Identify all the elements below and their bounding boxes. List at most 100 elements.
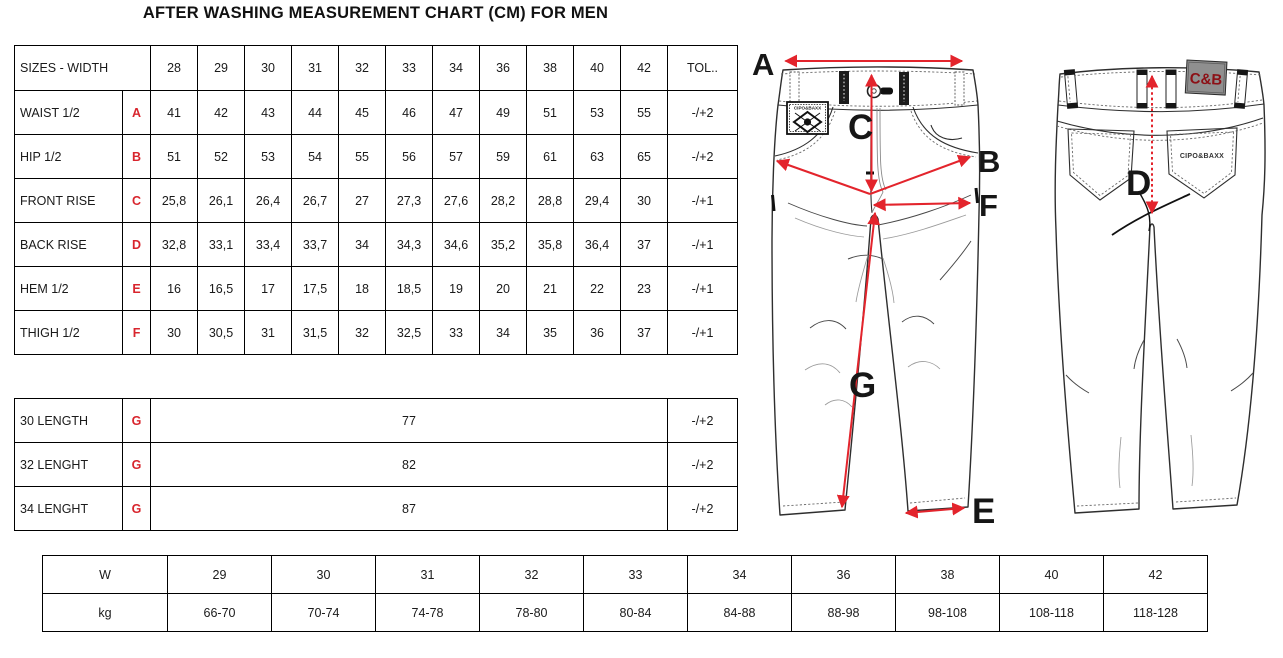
- size-col-header: 31: [291, 45, 340, 91]
- tolerance-cell: -/+2: [667, 398, 738, 443]
- measure-code-letter: F: [121, 310, 152, 355]
- measure-row-label: THIGH 1/2: [14, 310, 123, 355]
- measure-row-label: FRONT RISE: [14, 178, 123, 223]
- measure-value-cell: 18,5: [385, 266, 434, 311]
- measure-value-cell: 16: [150, 266, 199, 311]
- measure-row-label: HIP 1/2: [14, 134, 123, 179]
- weight-value-cell: 32: [479, 555, 584, 594]
- measure-value-cell: 18: [338, 266, 387, 311]
- measure-arrow-g: [836, 211, 881, 509]
- length-row-label: 32 LENGHT: [14, 442, 123, 487]
- measure-value-cell: 63: [573, 134, 622, 179]
- tolerance-cell: -/+1: [667, 178, 739, 223]
- weight-value-cell: 29: [167, 555, 272, 594]
- weight-value-cell: 88-98: [791, 593, 896, 632]
- measure-value-cell: 31,5: [291, 310, 340, 355]
- measure-value-cell: 42: [197, 90, 246, 135]
- size-col-header: 30: [244, 45, 293, 91]
- tolerance-cell: -/+2: [667, 486, 738, 531]
- measure-value-cell: 28,8: [526, 178, 575, 223]
- size-col-header: 29: [197, 45, 246, 91]
- measure-value-cell: 22: [573, 266, 622, 311]
- side-seam-bartacks: [771, 187, 979, 212]
- weight-value-cell: 38: [895, 555, 1000, 594]
- weight-value-cell: 40: [999, 555, 1104, 594]
- weight-table-row: kg 66-70 70-74 74-78 78-80 80-84 84-88 88-98 98-…: [42, 593, 1208, 632]
- weight-value-cell: 78-80: [479, 593, 584, 632]
- size-table-header-row: SIZES - WIDTH 28 29 30 31 32 33 34 36 38 40 42 TOL..: [13, 45, 739, 91]
- measure-value-cell: 35,2: [479, 222, 528, 267]
- measure-value-cell: 37: [620, 222, 669, 267]
- size-col-header: 38: [526, 45, 575, 91]
- measure-arrow-b-right: [869, 154, 972, 195]
- measure-value-cell: 30: [150, 310, 199, 355]
- measure-value-cell: 32: [338, 310, 387, 355]
- weight-value-cell: 70-74: [271, 593, 376, 632]
- size-table-row: BACK RISE D 32,8 33,1 33,4 33,7 34 34,3 34,6 35,2…: [14, 222, 739, 267]
- measure-value-cell: 33,1: [197, 222, 246, 267]
- measure-value-cell: 27: [338, 178, 387, 223]
- measure-value-cell: 26,7: [291, 178, 340, 223]
- measure-row-label: BACK RISE: [14, 222, 123, 267]
- measure-value-cell: 20: [479, 266, 528, 311]
- size-table-row: HEM 1/2 E 16 16,5 17 17,5 18 18,5 19 20 21 22 23 -/+1: [14, 266, 739, 311]
- weight-value-cell: 108-118: [999, 593, 1104, 632]
- tolerance-cell: -/+1: [667, 222, 739, 267]
- weight-row-label: kg: [42, 593, 168, 632]
- weight-value-cell: 84-88: [687, 593, 792, 632]
- measure-code-letter: B: [121, 134, 152, 179]
- measure-value-cell: 34: [479, 310, 528, 355]
- front-pockets: [774, 106, 979, 161]
- measure-value-cell: 44: [291, 90, 340, 135]
- measure-value-cell: 36,4: [573, 222, 622, 267]
- measure-value-cell: 17: [244, 266, 293, 311]
- measure-code-letter: D: [121, 222, 152, 267]
- measure-value-cell: 54: [291, 134, 340, 179]
- size-table-header-label: SIZES - WIDTH: [13, 45, 152, 91]
- measure-value-cell: 33,4: [244, 222, 293, 267]
- size-col-header: 32: [338, 45, 387, 91]
- measure-value-cell: 28,2: [479, 178, 528, 223]
- measure-value-cell: 53: [244, 134, 293, 179]
- tolerance-cell: -/+2: [667, 90, 739, 135]
- back-belt-loops: [1063, 69, 1249, 109]
- measure-letter-f: F: [979, 188, 998, 223]
- measure-code-letter: A: [121, 90, 152, 135]
- measure-value-cell: 30,5: [197, 310, 246, 355]
- measure-value-cell: 21: [526, 266, 575, 311]
- length-table: 30 LENGTH G 77 -/+2 32 LENGHT G 82 -/+2 34 LENGH…: [14, 398, 738, 531]
- measure-value-cell: 65: [620, 134, 669, 179]
- measure-value-cell: 36: [573, 310, 622, 355]
- page-title: AFTER WASHING MEASUREMENT CHART (CM) FOR…: [142, 4, 609, 22]
- tolerance-cell: -/+2: [667, 134, 739, 179]
- weight-value-cell: 66-70: [167, 593, 272, 632]
- length-value-cell: 82: [150, 442, 668, 487]
- measure-value-cell: 46: [385, 90, 434, 135]
- length-value-cell: 87: [150, 486, 668, 531]
- tolerance-cell: -/+2: [667, 442, 738, 487]
- back-pocket-brand-text: CIPO&BAXX: [1180, 153, 1224, 160]
- measure-value-cell: 41: [150, 90, 199, 135]
- measure-code-letter: E: [121, 266, 152, 311]
- length-row-label: 34 LENGHT: [14, 486, 123, 531]
- measure-value-cell: 55: [338, 134, 387, 179]
- front-jeans-figure: CIPO&BAXX: [752, 47, 1000, 531]
- measure-value-cell: 45: [338, 90, 387, 135]
- length-table-row: 34 LENGHT G 87 -/+2: [14, 486, 738, 531]
- measure-value-cell: 31: [244, 310, 293, 355]
- weight-value-cell: 98-108: [895, 593, 1000, 632]
- length-table-row: 30 LENGTH G 77 -/+2: [14, 398, 738, 443]
- measure-value-cell: 55: [620, 90, 669, 135]
- measure-value-cell: 49: [479, 90, 528, 135]
- size-table: SIZES - WIDTH 28 29 30 31 32 33 34 36 38 40 42 TOL..…: [13, 45, 739, 355]
- size-col-header: 33: [385, 45, 434, 91]
- size-col-header: 34: [432, 45, 481, 91]
- measure-arrow-e: [904, 502, 966, 519]
- measure-value-cell: 34,3: [385, 222, 434, 267]
- measure-code-letter: C: [121, 178, 152, 223]
- front-pocket-patch: CIPO&BAXX: [786, 101, 829, 135]
- measure-value-cell: 59: [479, 134, 528, 179]
- size-table-row: WAIST 1/2 A 41 42 43 44 45 46 47 49 51 53 55 -/+2: [14, 90, 739, 135]
- measure-value-cell: 47: [432, 90, 481, 135]
